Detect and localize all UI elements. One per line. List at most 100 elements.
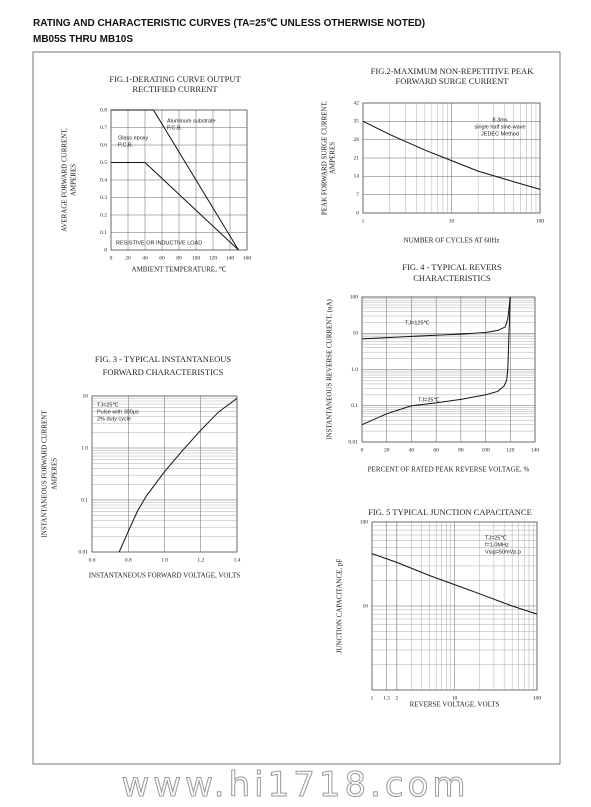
- x-axis-label: REVERSE VOLTAGE, VOLTS: [410, 701, 500, 709]
- y-axis-label: INSTANTANEOUS FORWARD CURRENT: [41, 410, 49, 538]
- chart-title: FIG.2-MAXIMUM NON-REPETITIVE PEAK: [371, 66, 535, 76]
- y-tick-label: 42: [354, 100, 360, 106]
- x-axis-label: NUMBER OF CYCLES AT 60Hz: [404, 237, 500, 245]
- y-tick-label: 0.8: [100, 107, 107, 113]
- x-axis-label: INSTANTANEOUS FORWARD VOLTAGE, VOLTS: [89, 572, 241, 580]
- series-label: TJ=25℃: [418, 397, 440, 403]
- series-line: [111, 162, 239, 251]
- header-title: RATING AND CHARACTERISTIC CURVES (TA=25℃…: [33, 18, 426, 29]
- x-tick-label: 2: [395, 695, 398, 701]
- y-tick-label: 0.2: [100, 212, 107, 218]
- annotation: 8.3ms: [493, 117, 508, 123]
- y-axis-label: AVERAGE FORWARD CURRENT,: [61, 128, 69, 232]
- x-tick-label: 1: [371, 695, 374, 701]
- x-tick-label: 100: [533, 695, 542, 701]
- x-tick-label: 20: [125, 255, 131, 261]
- y-tick-label: 100: [360, 519, 369, 525]
- x-tick-label: 80: [458, 447, 464, 453]
- y-tick-label: 28: [354, 137, 360, 143]
- x-tick-label: 120: [209, 255, 218, 261]
- x-tick-label: 1: [362, 218, 365, 224]
- x-tick-label: 0.8: [125, 557, 132, 563]
- series-line: [111, 109, 239, 251]
- y-axis-label: AMPERES: [329, 142, 337, 174]
- chart-title: FORWARD SURGE CURRENT: [396, 76, 510, 86]
- y-axis-label: JUNCTION CAPACITANCE, pF: [336, 559, 344, 654]
- y-tick-label: 0.6: [100, 142, 107, 148]
- x-tick-label: 40: [142, 255, 148, 261]
- y-tick-label: 10: [83, 393, 89, 399]
- x-tick-label: 120: [506, 447, 515, 453]
- x-axis-label: AMBIENT TEMPERATURE, ℃: [132, 266, 227, 274]
- y-tick-label: 0: [356, 210, 359, 216]
- x-tick-label: 1.0: [161, 557, 168, 563]
- annotation: Vsig=50mVp.p: [485, 549, 521, 555]
- annotation: TJ=25℃: [97, 402, 119, 408]
- y-tick-label: 0.3: [100, 195, 107, 201]
- y-axis-label: AMPERES: [70, 164, 78, 196]
- x-tick-label: 0: [110, 255, 113, 261]
- y-tick-label: 0.4: [100, 177, 107, 183]
- y-tick-label: 0: [104, 247, 107, 253]
- annotation: JEDEC Method: [481, 131, 519, 137]
- annotation: RESISTIVE OR INDUCTIVE LOAD: [116, 240, 202, 246]
- y-tick-label: 1.0: [81, 445, 88, 451]
- y-tick-label: 1.0: [351, 367, 358, 373]
- y-tick-label: 0.01: [78, 549, 88, 555]
- x-tick-label: 0.6: [89, 557, 96, 563]
- series-line: [362, 120, 541, 190]
- chart-title: FIG. 3 - TYPICAL INSTANTANEOUS: [95, 354, 232, 364]
- y-tick-label: 0.5: [100, 160, 107, 166]
- x-tick-label: 0: [361, 447, 364, 453]
- chart-title: RECTIFIED CURRENT: [132, 84, 218, 94]
- y-tick-label: 0.7: [100, 125, 107, 131]
- x-tick-label: 20: [384, 447, 390, 453]
- y-tick-label: 10: [363, 603, 369, 609]
- y-tick-label: 0.1: [100, 230, 107, 236]
- series-line: [361, 296, 511, 340]
- annotation: TJ=25℃: [485, 535, 507, 541]
- x-tick-label: 1.5: [383, 695, 390, 701]
- x-tick-label: 10: [452, 695, 458, 701]
- x-tick-label: 100: [536, 218, 545, 224]
- frame: [32, 51, 561, 765]
- x-axis-label: PERCENT OF RATED PEAK REVERSE VOLTAGE, %: [368, 466, 530, 474]
- x-tick-label: 60: [159, 255, 165, 261]
- y-tick-label: 0.1: [81, 497, 88, 503]
- x-tick-label: 160: [243, 255, 252, 261]
- y-tick-label: 21: [354, 155, 360, 161]
- y-tick-label: 10: [353, 331, 359, 337]
- x-tick-label: 1.4: [234, 557, 241, 563]
- chart-title: FIG. 4 - TYPICAL REVERS: [402, 262, 502, 272]
- watermark: www.hi1718.com: [121, 765, 470, 806]
- y-axis-label: AMPERES: [51, 458, 59, 490]
- y-axis-label: INSTANTANEOUS REVERSE CURRENT, (uA): [326, 298, 334, 439]
- x-tick-label: 40: [409, 447, 415, 453]
- header-subtitle: MB05S THRU MB10S: [33, 34, 134, 45]
- annotation: Pulse with 300μs: [97, 409, 139, 415]
- x-tick-label: 140: [226, 255, 235, 261]
- x-tick-label: 100: [192, 255, 201, 261]
- x-tick-label: 100: [481, 447, 490, 453]
- annotation: 2% duty cycle: [97, 416, 131, 422]
- y-tick-label: 14: [354, 174, 360, 180]
- x-tick-label: 80: [176, 255, 182, 261]
- annotation: P.C.B.: [167, 125, 183, 131]
- y-tick-label: 100: [350, 294, 359, 300]
- chart-title: CHARACTERISTICS: [413, 273, 491, 283]
- y-tick-label: 7: [356, 192, 359, 198]
- annotation: P.C.B.: [118, 142, 134, 148]
- x-tick-label: 60: [433, 447, 439, 453]
- annotation: Glass epoxy: [118, 135, 149, 141]
- y-tick-label: 0.1: [351, 403, 358, 409]
- x-tick-label: 10: [449, 218, 455, 224]
- chart-title: FIG.1-DERATING CURVE OUTPUT: [109, 74, 241, 84]
- series-line: [118, 397, 238, 553]
- chart-title: FIG. 5 TYPICAL JUNCTION CAPACITANCE: [368, 507, 532, 517]
- series-line: [371, 553, 538, 615]
- annotation: f=1.0MHz: [485, 542, 509, 548]
- chart-title: FORWARD CHARACTERISTICS: [103, 367, 224, 377]
- annotation: single half sine-wave: [474, 124, 525, 130]
